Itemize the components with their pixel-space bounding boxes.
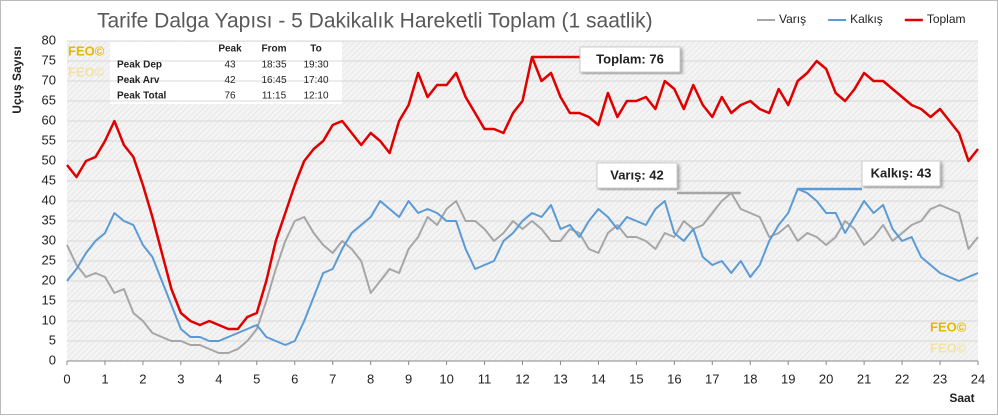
annotation-text: Kalkış: 43 bbox=[871, 165, 932, 180]
annotation-text: Toplam: 76 bbox=[596, 51, 664, 66]
series-line bbox=[66, 188, 979, 346]
table-cell: Peak Total bbox=[117, 91, 166, 102]
x-tick-label: 2 bbox=[139, 371, 146, 386]
series-line bbox=[66, 55, 979, 331]
annotation-box bbox=[596, 162, 678, 189]
legend-label: Varış bbox=[779, 12, 806, 26]
peak-table-bg bbox=[110, 42, 342, 104]
x-tick-label: 24 bbox=[971, 371, 985, 386]
x-tick-label: 7 bbox=[329, 371, 336, 386]
y-tick-label: 0 bbox=[49, 352, 56, 367]
table-header: From bbox=[262, 44, 287, 55]
watermark: FEO© bbox=[68, 64, 105, 79]
y-tick-label: 45 bbox=[42, 172, 56, 187]
table-cell: Peak Arv bbox=[117, 75, 160, 86]
y-tick-label: 70 bbox=[42, 72, 56, 87]
x-tick-label: 4 bbox=[215, 371, 222, 386]
x-tick-label: 6 bbox=[291, 371, 298, 386]
watermark: FEO© bbox=[930, 340, 967, 355]
x-tick-label: 16 bbox=[667, 371, 681, 386]
x-tick-label: 20 bbox=[819, 371, 833, 386]
x-tick-label: 0 bbox=[63, 371, 70, 386]
annotation-text: Varış: 42 bbox=[610, 167, 664, 182]
peak-table: Peak From To Peak Dep 43 18:35 19:30 Peak Arv 42… bbox=[117, 44, 329, 102]
table-cell: Peak Dep bbox=[117, 60, 162, 71]
x-tick-label: 9 bbox=[405, 371, 412, 386]
watermark: FEO© bbox=[930, 319, 967, 334]
x-tick-label: 18 bbox=[743, 371, 757, 386]
y-tick-label: 30 bbox=[42, 232, 56, 247]
table-cell: 18:35 bbox=[261, 60, 286, 71]
x-tick-label: 3 bbox=[177, 371, 184, 386]
x-tick-label: 5 bbox=[253, 371, 260, 386]
y-tick-label: 20 bbox=[42, 272, 56, 287]
y-tick-label: 10 bbox=[42, 312, 56, 327]
x-tick-label: 12 bbox=[515, 371, 529, 386]
annotation-box bbox=[579, 46, 681, 73]
y-tick-label: 60 bbox=[42, 112, 56, 127]
table-cell: 19:30 bbox=[303, 60, 328, 71]
watermark: FEO© bbox=[68, 43, 105, 58]
x-tick-label: 23 bbox=[933, 371, 947, 386]
annotation-box bbox=[861, 160, 941, 187]
x-tick-label: 14 bbox=[591, 371, 605, 386]
table-header: Peak bbox=[218, 44, 242, 55]
y-tick-label: 80 bbox=[42, 32, 56, 47]
x-tick-label: 1 bbox=[101, 371, 108, 386]
y-tick-label: 35 bbox=[42, 212, 56, 227]
table-cell: 11:15 bbox=[262, 91, 287, 102]
y-tick-label: 5 bbox=[49, 332, 56, 347]
table-cell: 42 bbox=[224, 75, 236, 86]
y-axis-label: Uçuş Sayısı bbox=[10, 46, 24, 113]
series-line bbox=[66, 192, 979, 354]
y-tick-label: 55 bbox=[42, 132, 56, 147]
x-tick-label: 8 bbox=[367, 371, 374, 386]
x-tick-label: 10 bbox=[439, 371, 453, 386]
table-cell: 76 bbox=[224, 91, 236, 102]
table-cell: 16:45 bbox=[261, 75, 286, 86]
x-tick-label: 15 bbox=[629, 371, 643, 386]
table-header: To bbox=[310, 44, 321, 55]
legend-label: Kalkış bbox=[850, 12, 883, 26]
x-tick-label: 17 bbox=[705, 371, 719, 386]
table-cell: 43 bbox=[224, 60, 236, 71]
y-tick-label: 75 bbox=[42, 52, 56, 67]
y-tick-label: 40 bbox=[42, 192, 56, 207]
x-tick-label: 13 bbox=[553, 371, 567, 386]
y-tick-label: 50 bbox=[42, 152, 56, 167]
x-tick-label: 22 bbox=[895, 371, 909, 386]
table-cell: 17:40 bbox=[303, 75, 328, 86]
y-tick-label: 15 bbox=[42, 292, 56, 307]
legend-label: Toplam bbox=[927, 12, 966, 26]
x-tick-label: 19 bbox=[781, 371, 795, 386]
y-tick-label: 65 bbox=[42, 92, 56, 107]
x-tick-label: 21 bbox=[857, 371, 871, 386]
x-axis-label: Saat bbox=[949, 391, 974, 405]
chart-title: Tarife Dalga Yapısı - 5 Dakikalık Hareke… bbox=[97, 10, 653, 33]
y-tick-label: 25 bbox=[42, 252, 56, 267]
table-cell: 12:10 bbox=[303, 91, 328, 102]
x-tick-label: 11 bbox=[478, 371, 492, 386]
